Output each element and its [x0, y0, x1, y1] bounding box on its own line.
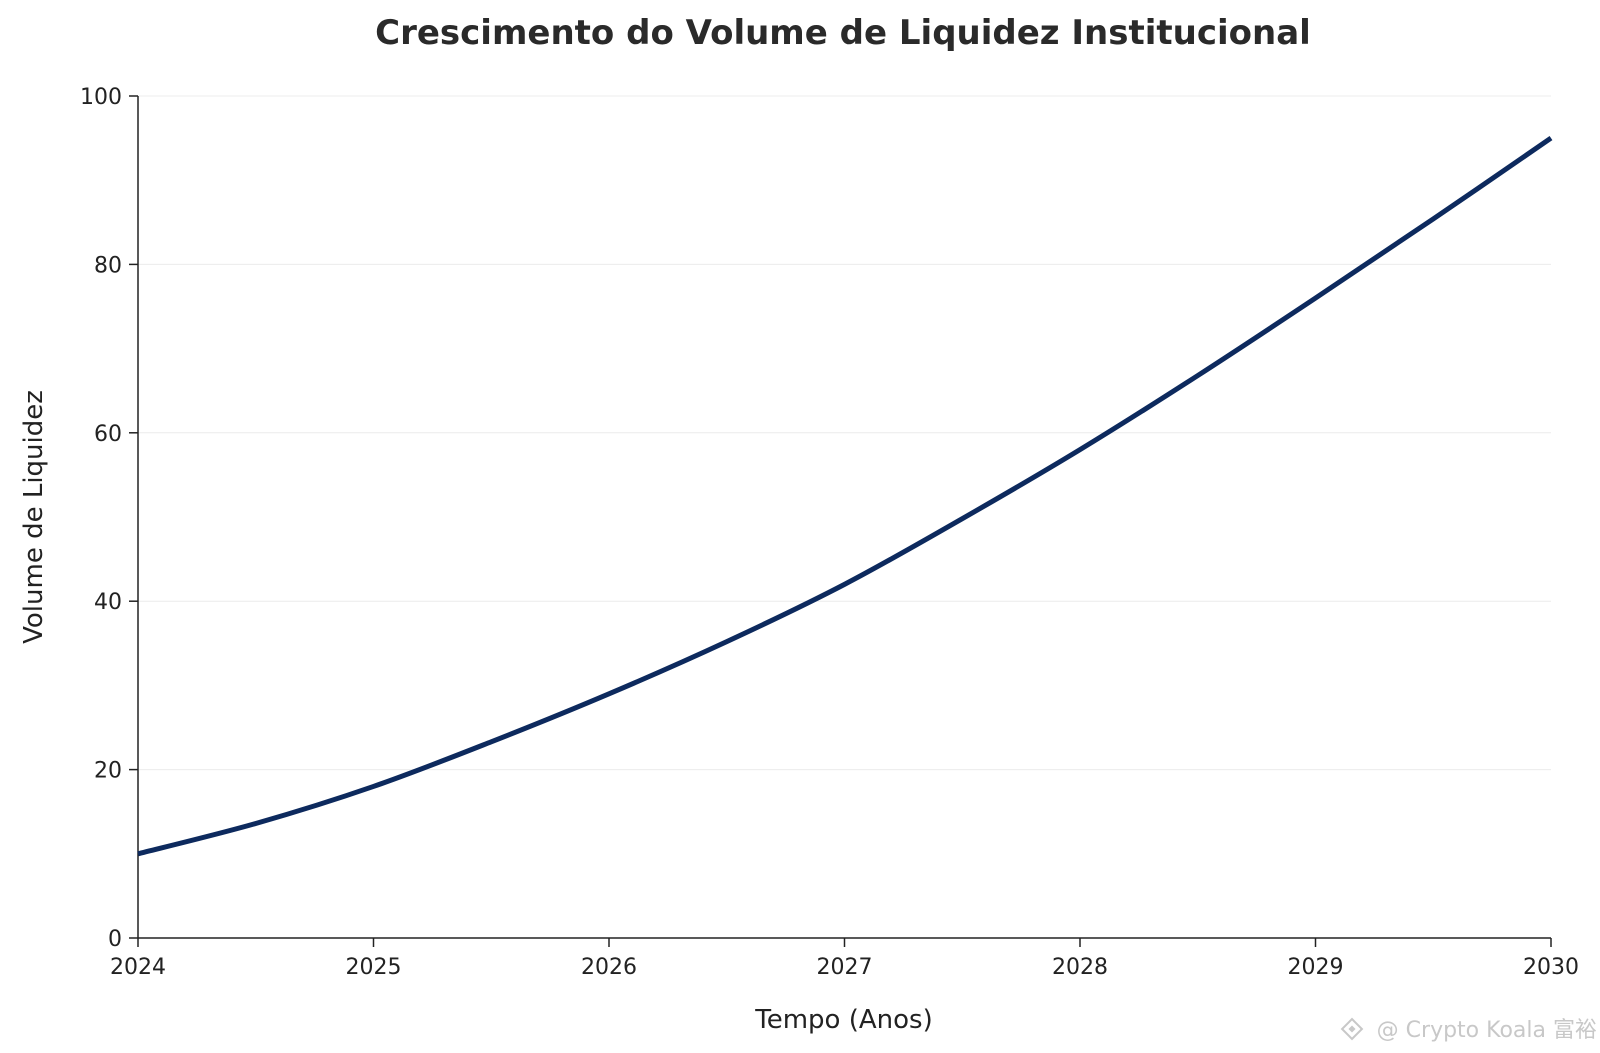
x-tick-label: 2026 [581, 955, 637, 980]
chart-title: Crescimento do Volume de Liquidez Instit… [375, 13, 1311, 53]
y-tick-label: 20 [94, 759, 122, 784]
watermark: @ Crypto Koala 富裕 [1340, 1017, 1597, 1043]
y-tick-label: 0 [108, 927, 122, 952]
x-tick-label: 2025 [346, 955, 402, 980]
y-axis-ticks: 0 20 40 60 80 100 [80, 85, 138, 952]
y-axis-label: Volume de Liquidez [19, 390, 49, 644]
x-tick-label: 2024 [110, 955, 166, 980]
x-tick-label: 2027 [817, 955, 873, 980]
x-tick-label: 2028 [1052, 955, 1108, 980]
y-tick-label: 100 [80, 85, 122, 110]
x-axis-ticks: 2024 2025 2026 2027 2028 2029 2030 [110, 938, 1579, 980]
watermark-text: @ Crypto Koala 富裕 [1377, 1018, 1597, 1043]
y-tick-label: 40 [94, 590, 122, 615]
axes [137, 96, 1551, 939]
series-line [137, 136, 1553, 857]
y-tick-label: 80 [94, 253, 122, 278]
gridlines [138, 95, 1551, 771]
x-axis-label: Tempo (Anos) [754, 1005, 932, 1035]
binance-logo-icon [1340, 1017, 1364, 1041]
series-group [137, 136, 1553, 857]
y-tick-label: 60 [94, 422, 122, 447]
x-tick-label: 2029 [1288, 955, 1344, 980]
x-tick-label: 2030 [1523, 955, 1579, 980]
